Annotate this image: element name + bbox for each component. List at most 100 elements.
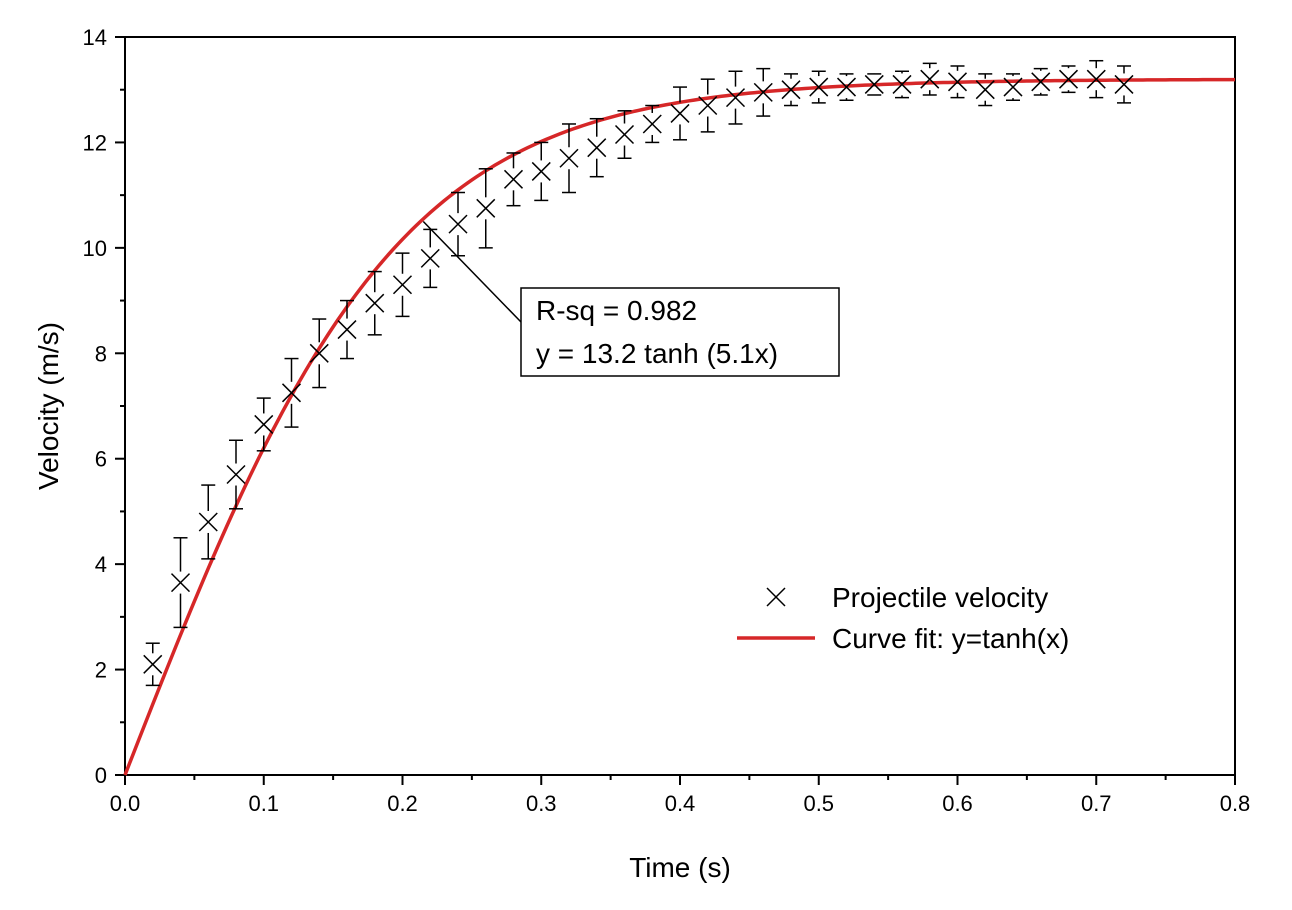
x-tick-labels: 0.0 0.1 0.2 0.3 0.4 0.5 0.6 0.7 0.8 (110, 791, 1251, 816)
x-marker-stroke (392, 275, 413, 295)
data-point (975, 73, 995, 107)
data-point (254, 397, 274, 452)
y-tick-label: 8 (95, 341, 107, 366)
x-marker-stroke (725, 88, 746, 108)
y-tick-label: 2 (95, 658, 107, 683)
data-point (753, 67, 773, 117)
y-tick-label: 12 (83, 130, 107, 155)
data-point (503, 152, 524, 207)
x-marker-stroke (503, 169, 524, 189)
x-marker-stroke (587, 138, 607, 158)
x-axis-title: Time (s) (629, 852, 731, 883)
annotation-pointer-line (422, 220, 522, 323)
annotation-line-2: y = 13.2 tanh (5.1x) (536, 338, 778, 369)
data-point (1114, 65, 1134, 104)
x-marker-stroke (1058, 69, 1079, 89)
x-marker-stroke (1114, 74, 1134, 94)
x-tick-label: 0.2 (387, 791, 418, 816)
x-marker-stroke (281, 383, 302, 403)
y-tick-label: 14 (83, 25, 107, 50)
data-point (420, 228, 440, 289)
x-marker-stroke (975, 80, 995, 100)
data-point (1031, 67, 1051, 96)
x-marker-stroke (809, 77, 829, 97)
axis-ticks (115, 36, 1236, 785)
x-marker-stroke (698, 95, 718, 116)
data-point (947, 65, 968, 99)
x-marker-stroke (920, 69, 940, 89)
data-point (781, 73, 801, 107)
x-tick-label: 0.1 (248, 791, 279, 816)
x-tick-label: 0.5 (803, 791, 834, 816)
x-tick-label: 0.6 (942, 791, 973, 816)
data-point (365, 270, 385, 336)
x-marker-stroke (254, 414, 274, 434)
data-point (920, 62, 940, 96)
annotation-line-1: R-sq = 0.982 (536, 295, 697, 326)
x-tick-label: 0.4 (665, 791, 696, 816)
legend-label-projectile-velocity: Projectile velocity (832, 582, 1048, 613)
x-tick-label: 0.3 (526, 791, 557, 816)
data-point (725, 70, 746, 125)
data-point (281, 357, 302, 428)
annotation-box (520, 287, 840, 377)
data-point (309, 318, 329, 389)
data-point (170, 537, 191, 629)
x-marker-stroke (448, 214, 468, 234)
x-marker-stroke (836, 77, 857, 97)
data-point (642, 104, 662, 144)
data-point (337, 299, 357, 360)
data-point (809, 70, 829, 104)
x-marker-stroke (1086, 69, 1106, 89)
data-point (531, 141, 551, 202)
x-marker-stroke (531, 161, 551, 181)
x-marker-stroke (1003, 77, 1023, 97)
data-point (143, 642, 163, 687)
x-marker-stroke (309, 343, 329, 363)
data-point (1003, 73, 1023, 102)
data-point (198, 484, 218, 560)
x-marker-stroke (143, 654, 163, 674)
x-marker-stroke (753, 82, 773, 102)
x-marker-stroke (781, 80, 801, 100)
y-tick-label: 0 (95, 763, 107, 788)
data-point (614, 110, 635, 159)
data-point (226, 439, 246, 510)
data-point (864, 73, 884, 96)
y-tick-label: 4 (95, 552, 107, 577)
x-marker-stroke (1031, 72, 1051, 92)
data-point (476, 168, 496, 249)
x-marker-stroke (864, 74, 884, 94)
legend-x-stroke (766, 587, 786, 607)
data-point (559, 123, 579, 194)
y-tick-labels: 0 2 4 6 8 10 12 14 (83, 25, 107, 788)
data-point (1058, 65, 1079, 94)
data-point (698, 78, 718, 133)
data-point (587, 117, 607, 178)
x-marker-stroke (420, 248, 440, 268)
legend-label-curve-fit: Curve fit: y=tanh(x) (832, 623, 1069, 654)
data-point (392, 252, 413, 318)
legend-marker-x-icon (766, 587, 786, 607)
y-axis-title: Velocity (m/s) (33, 322, 64, 490)
data-points (143, 59, 1134, 687)
x-marker-stroke (337, 320, 357, 340)
x-marker-stroke (947, 72, 968, 92)
data-point (670, 86, 690, 141)
x-marker-stroke (670, 103, 690, 123)
x-marker-stroke (198, 512, 218, 532)
data-point (892, 70, 912, 99)
x-tick-label: 0.0 (110, 791, 141, 816)
x-marker-stroke (892, 74, 912, 94)
x-marker-stroke (642, 114, 662, 134)
data-point (1086, 59, 1106, 99)
data-point (836, 73, 857, 102)
x-marker-stroke (365, 293, 385, 313)
x-marker-stroke (226, 464, 246, 485)
data-point (448, 191, 468, 257)
y-tick-label: 10 (83, 236, 107, 261)
x-marker-stroke (559, 148, 579, 168)
x-tick-label: 0.7 (1081, 791, 1112, 816)
legend: Projectile velocity Curve fit: y=tanh(x) (737, 582, 1069, 654)
